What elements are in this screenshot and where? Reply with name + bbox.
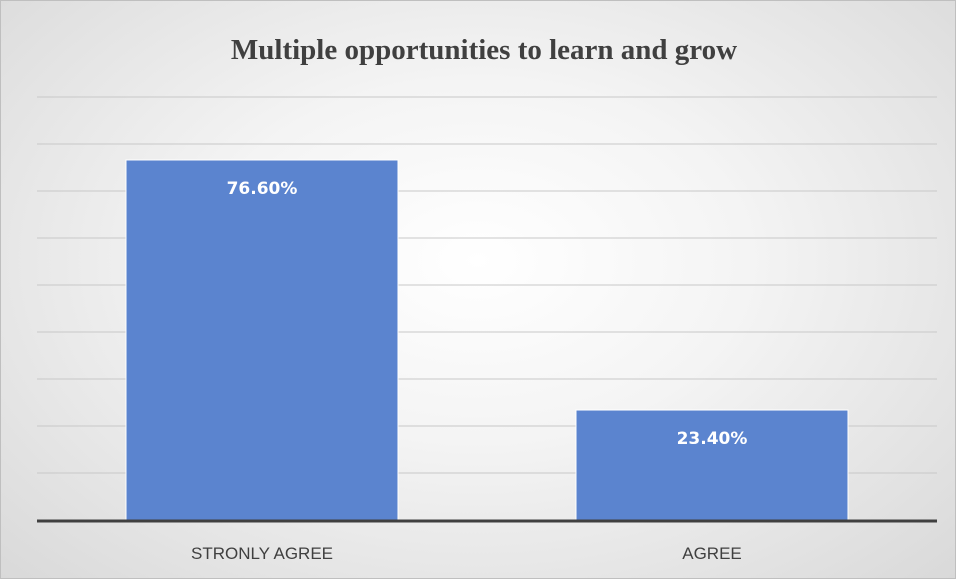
x-tick-label: AGREE: [682, 544, 742, 563]
x-tick-labels: STRONLY AGREE AGREE: [191, 544, 742, 563]
bar-stronly-agree: [125, 159, 399, 521]
data-label: 76.60%: [227, 179, 298, 199]
x-tick-label: STRONLY AGREE: [191, 544, 333, 563]
bars: [125, 159, 849, 521]
chart-title: Multiple opportunities to learn and grow: [231, 34, 737, 66]
data-label: 23.40%: [677, 429, 748, 449]
bar-agree: [575, 409, 849, 521]
data-labels: 76.60% 23.40%: [227, 179, 748, 449]
